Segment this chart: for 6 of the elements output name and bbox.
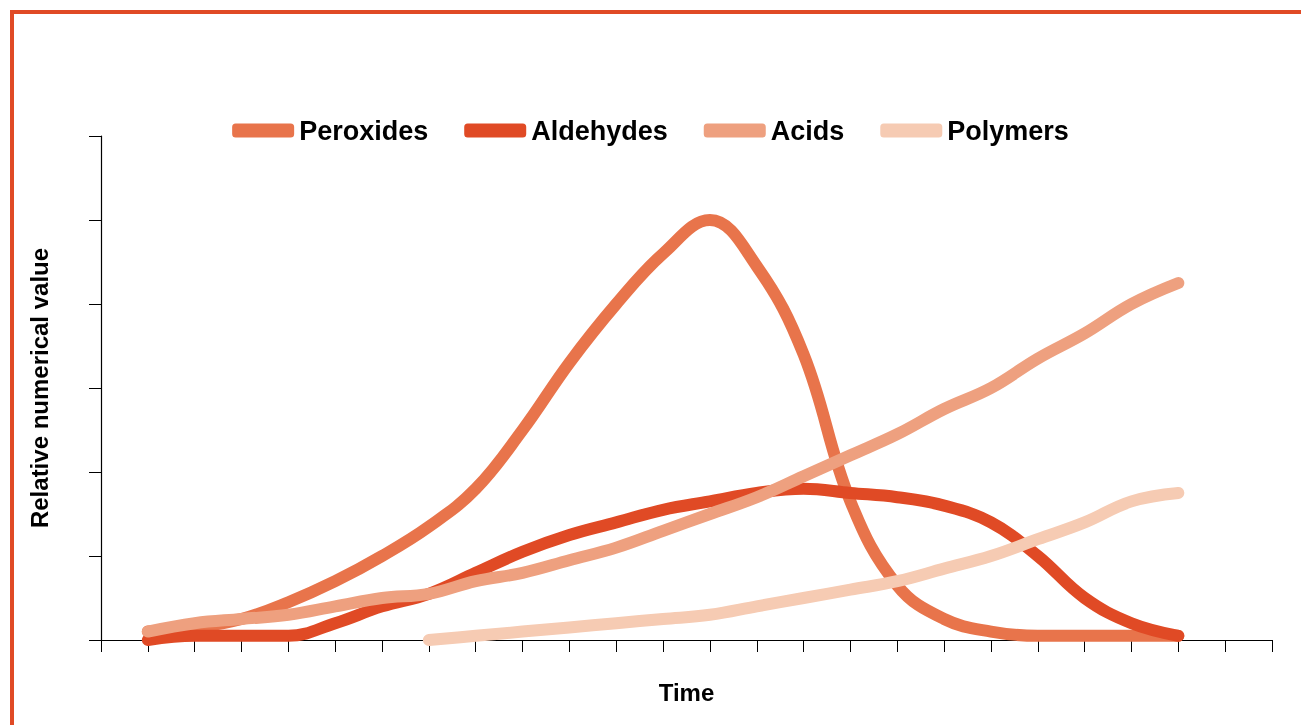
y-axis-title: Relative numerical value — [25, 247, 53, 529]
x-axis-title: Time — [658, 678, 715, 706]
legend-label: Peroxides — [299, 115, 429, 146]
legend-label: Aldehydes — [531, 115, 668, 146]
legend-label: Polymers — [947, 115, 1069, 146]
legend-label: Acids — [770, 115, 845, 146]
